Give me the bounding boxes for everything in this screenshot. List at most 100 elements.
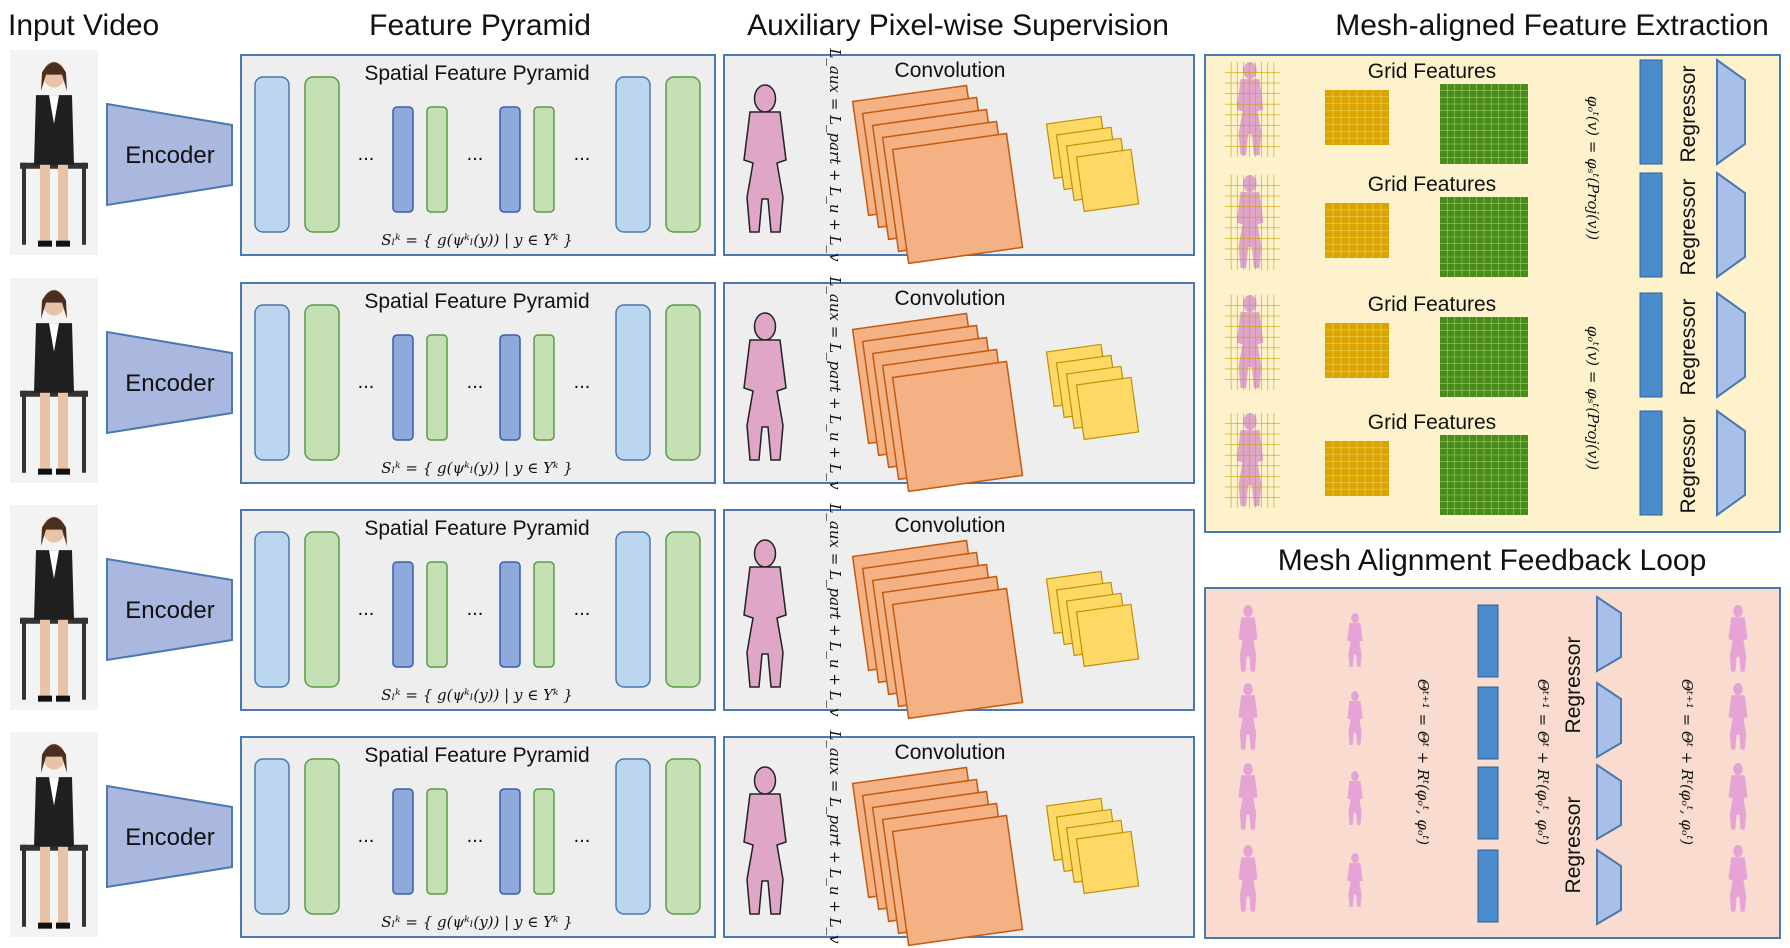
figure-body-icon xyxy=(1238,857,1258,912)
pyramid-inner-block xyxy=(392,106,414,213)
figure-head-icon xyxy=(1351,691,1359,701)
aux-loss-formula: L_aux = L_part + L_u + L_v xyxy=(826,275,844,490)
feature-bar xyxy=(1639,410,1663,516)
person-shirt-icon xyxy=(49,777,59,806)
gold-grid-features xyxy=(1325,203,1389,258)
chair-seat-icon xyxy=(20,617,88,624)
pyramid-inner-block xyxy=(426,561,448,668)
encoder-block xyxy=(106,784,233,889)
mesh-figure-icon xyxy=(1238,763,1258,830)
mesh-figure-icon xyxy=(1238,845,1258,912)
figure-head-icon xyxy=(1243,413,1257,431)
feedback-feature-bar xyxy=(1477,686,1499,760)
feature-bar xyxy=(1639,292,1663,398)
frame-row: Encoder Spatial Feature Pyramid...... ... S… xyxy=(10,47,1195,265)
feedback-regressor-block xyxy=(1596,595,1622,673)
feedback-regressor-label: Regressor xyxy=(1562,797,1585,894)
aux-loss-formula: L_aux = L_part + L_u + L_v xyxy=(826,47,844,262)
silhouette-grid-overlay xyxy=(1225,175,1280,270)
pyramid-outer-block xyxy=(254,758,290,915)
figure-body-icon xyxy=(1238,617,1258,672)
chair-leg-icon xyxy=(82,844,86,927)
convolution-title: Convolution xyxy=(895,287,1006,310)
figure-head-icon xyxy=(1351,613,1359,623)
figure-head-icon xyxy=(1243,175,1257,193)
person-leg-icon xyxy=(40,392,50,471)
figure-body-icon xyxy=(1347,862,1363,907)
person-shoe-icon xyxy=(56,468,70,475)
person-shoe-icon xyxy=(56,240,70,247)
encoder-block xyxy=(106,557,233,662)
green-grid-features xyxy=(1440,435,1528,515)
grid-features-title: Grid Features xyxy=(1368,293,1496,316)
gold-grid-features xyxy=(1325,441,1389,496)
input-frame-photo xyxy=(10,505,98,710)
feedback-update-formula: Θᵗ⁺¹ = Θᵗ + Rᵗ(φₒᵗ, φₒᵗ) xyxy=(1678,679,1696,845)
feature-map-square xyxy=(891,587,1024,720)
chair-leg-icon xyxy=(22,390,26,473)
regressor-block xyxy=(1716,409,1746,517)
chair-leg-icon xyxy=(82,162,86,245)
frame-row: Encoder Spatial Feature Pyramid...... ... S… xyxy=(10,502,1195,720)
chair-seat-icon xyxy=(20,390,88,397)
regressor-label: Regressor xyxy=(1677,299,1700,396)
mesh-extraction-row: Grid Features Regressor xyxy=(1225,171,1746,279)
person-leg-icon xyxy=(40,619,50,698)
pyramid-inner-block xyxy=(533,561,555,668)
feedback-feature-bar xyxy=(1477,766,1499,840)
pyramid-inner-block xyxy=(533,106,555,213)
figure-head-icon xyxy=(1243,62,1257,80)
figure-body-icon xyxy=(1238,775,1258,830)
figure-head-icon xyxy=(1733,763,1743,776)
feedback-regressor-block xyxy=(1596,763,1622,841)
encoder-label: Encoder xyxy=(125,597,214,624)
pyramid-ellipsis: ... xyxy=(358,598,375,620)
pyramid-inner-block xyxy=(392,788,414,895)
pyramid-outer-block xyxy=(615,304,651,461)
pyramid-outer-block xyxy=(254,76,290,233)
chair-leg-icon xyxy=(82,617,86,700)
figure-head-icon xyxy=(753,84,777,113)
grid-patch xyxy=(1225,62,1280,157)
mesh-figure-icon xyxy=(1728,763,1748,830)
feedback-loop-panel: Regressor Regressor Θᵗ⁺¹ = Θᵗ + Rᵗ(φₒᵗ, φₒ… xyxy=(1204,587,1781,939)
header-input-video: Input Video xyxy=(8,9,159,42)
input-frame-photo xyxy=(10,732,98,937)
regressor-label: Regressor xyxy=(1677,66,1700,163)
figure-head-icon xyxy=(1733,683,1743,696)
person-jacket-icon xyxy=(34,550,74,620)
mesh-extraction-row: Grid Features Regressor xyxy=(1225,58,1746,166)
figure-head-icon xyxy=(1243,605,1253,618)
pyramid-ellipsis: ... xyxy=(574,371,591,393)
figure-body-icon xyxy=(1728,617,1748,672)
pyramid-title: Spatial Feature Pyramid xyxy=(364,290,589,313)
person-leg-icon xyxy=(58,619,68,698)
pyramid-inner-block xyxy=(426,334,448,441)
feedback-feature-bar xyxy=(1477,849,1499,923)
pyramid-outer-block xyxy=(304,758,340,915)
output-map-square xyxy=(1075,376,1140,441)
grid-features-title: Grid Features xyxy=(1368,173,1496,196)
feedback-feature-bar xyxy=(1477,604,1499,678)
feedback-update-formula: Θᵗ⁺¹ = Θᵗ + Rᵗ(φₒᵗ, φₒᵗ) xyxy=(1414,679,1432,845)
input-frame-photo xyxy=(10,50,98,255)
convolution-title: Convolution xyxy=(895,741,1006,764)
figure-head-icon xyxy=(1243,295,1257,313)
convolution-title: Convolution xyxy=(895,514,1006,537)
feature-map-square xyxy=(891,132,1024,265)
person-leg-icon xyxy=(58,392,68,471)
figure-body-icon xyxy=(1728,695,1748,750)
header-feedback-loop: Mesh Alignment Feedback Loop xyxy=(1278,544,1707,577)
pyramid-outer-block xyxy=(665,76,701,233)
person-shirt-icon xyxy=(49,323,59,352)
header-feature-pyramid: Feature Pyramid xyxy=(369,9,591,42)
chair-seat-icon xyxy=(20,162,88,169)
encoder-block xyxy=(106,102,233,207)
feedback-update-formula: Θᵗ⁺¹ = Θᵗ + Rᵗ(φₒᵗ, φₒᵗ) xyxy=(1534,679,1552,845)
pyramid-outer-block xyxy=(254,304,290,461)
figure-head-icon xyxy=(1243,683,1253,696)
pyramid-outer-block xyxy=(304,76,340,233)
figure-head-icon xyxy=(753,539,777,568)
chair-leg-icon xyxy=(22,162,26,245)
mesh-extraction-row: Grid Features Regressor xyxy=(1225,409,1746,517)
